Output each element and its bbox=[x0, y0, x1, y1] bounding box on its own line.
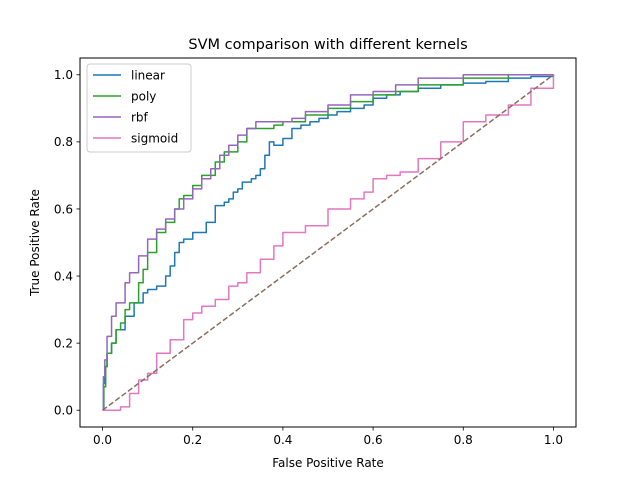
legend: linear poly rbf sigmoid bbox=[86, 63, 192, 153]
x-tick-label: 1.0 bbox=[544, 433, 563, 447]
x-tick-label: 0.4 bbox=[273, 433, 292, 447]
x-tick-label: 0.8 bbox=[454, 433, 473, 447]
y-tick-label: 0.8 bbox=[54, 135, 73, 149]
x-tick-label: 0.6 bbox=[364, 433, 383, 447]
plot-area bbox=[79, 57, 577, 428]
y-tick-label: 0.0 bbox=[54, 404, 73, 418]
y-tick-label: 0.6 bbox=[54, 202, 73, 216]
legend-label-linear: linear bbox=[131, 68, 165, 82]
chart-title: SVM comparison with different kernels bbox=[188, 37, 467, 53]
legend-label-sigmoid: sigmoid bbox=[131, 131, 178, 145]
y-tick-label: 0.4 bbox=[54, 269, 73, 283]
x-tick-label: 0.0 bbox=[93, 433, 112, 447]
legend-box bbox=[86, 63, 192, 153]
x-axis-label: False Positive Rate bbox=[272, 456, 384, 470]
x-axis-ticks: 0.0 0.2 0.4 0.6 0.8 1.0 bbox=[93, 427, 563, 447]
y-axis-ticks: 0.0 0.2 0.4 0.6 0.8 1.0 bbox=[54, 68, 80, 418]
y-axis-label: True Positive Rate bbox=[28, 189, 42, 297]
legend-label-rbf: rbf bbox=[131, 110, 149, 124]
lines-layer bbox=[102, 74, 555, 411]
y-tick-label: 1.0 bbox=[54, 68, 73, 82]
series-line-rbf bbox=[102, 74, 554, 411]
y-tick-label: 0.2 bbox=[54, 336, 73, 350]
chance-reference-line bbox=[102, 74, 554, 411]
legend-label-poly: poly bbox=[131, 89, 156, 103]
plot-frame bbox=[79, 57, 577, 428]
x-tick-label: 0.2 bbox=[183, 433, 202, 447]
